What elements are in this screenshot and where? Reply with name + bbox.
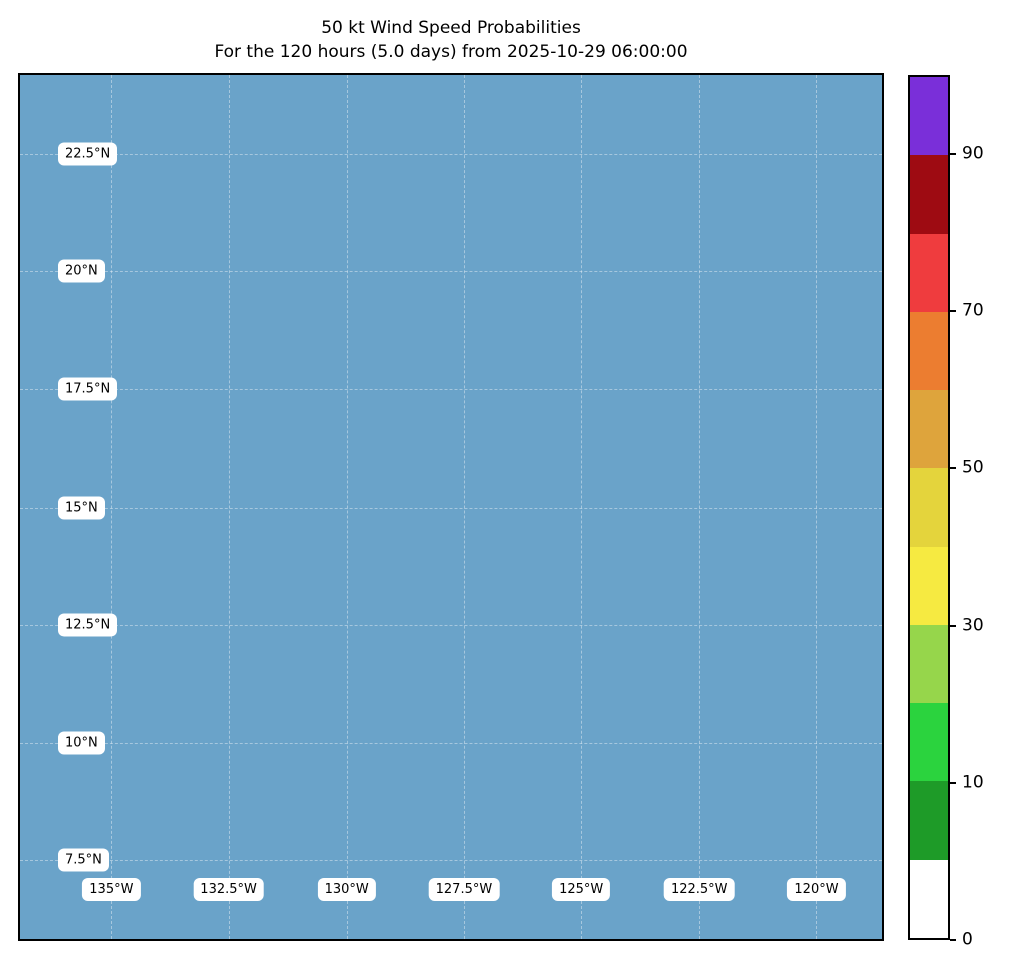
chart-title-line-1: 50 kt Wind Speed Probabilities [321, 18, 581, 38]
longitude-tick-label: 130°W [317, 878, 376, 901]
gridline-latitude [20, 389, 882, 391]
gridline-longitude [346, 75, 348, 939]
map-area: 135°W 132.5°W 130°W 127.5°W 125°W 122.5°W 120°… [18, 73, 884, 941]
gridline-longitude [228, 75, 230, 939]
colorbar-segment-70-80 [910, 233, 948, 312]
colorbar-segment-80-90 [910, 155, 948, 234]
colorbar-tick-mark [950, 467, 956, 470]
colorbar-tick-mark [950, 939, 956, 941]
longitude-tick-label: 122.5°W [663, 878, 735, 901]
gridline-latitude [20, 860, 882, 862]
colorbar-segment-90-100 [910, 77, 948, 156]
colorbar [908, 75, 950, 940]
colorbar-tick-mark [950, 152, 956, 155]
gridline-longitude [699, 75, 701, 939]
longitude-tick-label: 132.5°W [193, 878, 264, 901]
colorbar-tick-label: 10 [962, 772, 984, 793]
gridline-longitude [463, 75, 465, 939]
colorbar-segment-50-60 [910, 390, 948, 469]
longitude-tick-label: 125°W [552, 878, 611, 901]
gridline-latitude [20, 153, 882, 155]
gridline-longitude [816, 75, 818, 939]
colorbar-tick-label: 0 [962, 929, 973, 950]
gridline-latitude [20, 742, 882, 744]
colorbar-tick-mark [950, 309, 956, 312]
colorbar-tick-label: 90 [962, 143, 984, 164]
colorbar-tick-mark [950, 624, 956, 627]
colorbar-segment-5-10 [910, 781, 948, 860]
longitude-tick-label: 127.5°W [428, 878, 500, 901]
colorbar-tick-label: 50 [962, 457, 984, 478]
chart-title-line-2: For the 120 hours (5.0 days) from 2025-1… [214, 42, 688, 63]
colorbar-tick-label: 70 [962, 300, 984, 321]
gridline-latitude [20, 507, 882, 509]
latitude-tick-label: 15°N [58, 496, 105, 520]
gridline-longitude [111, 75, 113, 939]
latitude-tick-label: 7.5°N [58, 848, 109, 872]
colorbar-tick-label: 30 [962, 615, 984, 635]
chart-title: 50 kt Wind Speed Probabilities For the 1… [18, 16, 884, 64]
colorbar-segment-0-5 [910, 859, 948, 938]
colorbar-segment-30-40 [910, 546, 948, 625]
colorbar-tick-area: 0 10 30 50 70 90 [950, 75, 1014, 948]
colorbar-tick-mark [950, 781, 956, 784]
colorbar-segment-20-30 [910, 624, 948, 704]
gridline-latitude [20, 625, 882, 627]
latitude-tick-label: 12.5°N [58, 613, 118, 637]
latitude-tick-label: 17.5°N [58, 377, 118, 401]
longitude-tick-label: 120°W [787, 878, 846, 901]
latitude-tick-label: 22.5°N [58, 142, 118, 166]
latitude-tick-label: 10°N [58, 731, 105, 755]
colorbar-segment-40-50 [910, 468, 948, 547]
gridline-latitude [20, 271, 882, 273]
gridline-longitude [581, 75, 583, 939]
colorbar-segment-60-70 [910, 311, 948, 391]
latitude-tick-label: 20°N [58, 259, 105, 283]
colorbar-segment-10-20 [910, 703, 948, 782]
longitude-tick-label: 135°W [82, 878, 141, 901]
